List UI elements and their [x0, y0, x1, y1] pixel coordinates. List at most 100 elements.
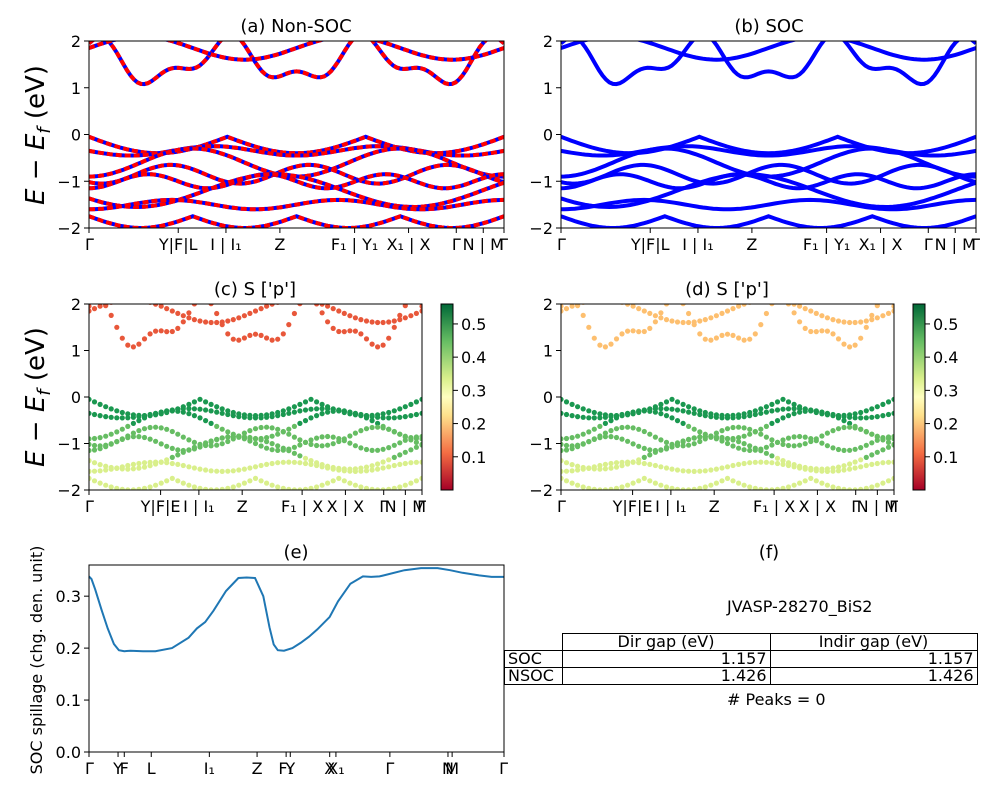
band-point [358, 428, 364, 434]
band-point [258, 415, 264, 421]
band-point [758, 426, 764, 432]
band-point [186, 464, 192, 470]
header-dir-gap: Dir gap (eV) [561, 633, 771, 651]
band-point [158, 480, 164, 486]
band-point [747, 431, 753, 437]
band-point [325, 433, 331, 440]
band-point [730, 332, 736, 338]
band-point [763, 409, 770, 415]
material-id: JVASP-28270_BiS2 [727, 597, 873, 616]
band-point [775, 297, 780, 302]
band-point [702, 468, 708, 474]
band-point [724, 475, 731, 481]
band-point [608, 486, 614, 490]
band-point [880, 413, 886, 419]
xtick-label: Y|F|L [630, 235, 670, 254]
band-point [891, 475, 894, 481]
band-point [419, 433, 422, 440]
band-point [647, 478, 653, 484]
band-point [819, 313, 825, 319]
panel-b-bands [561, 41, 976, 228]
band-point [136, 460, 142, 467]
band-point [358, 413, 364, 419]
band-point [397, 461, 403, 467]
band-point [308, 396, 314, 402]
band-point [347, 433, 353, 439]
band-point [319, 434, 325, 440]
colorbar-tick-label: 0.5 [461, 315, 486, 334]
band-point [819, 409, 825, 415]
band-point [561, 468, 564, 474]
band-point [214, 409, 220, 415]
band-point [835, 468, 842, 474]
band-point [769, 420, 775, 426]
band-point [363, 426, 370, 432]
band-point [802, 408, 808, 414]
band-point [397, 312, 403, 318]
band-point [158, 425, 164, 431]
band-point [780, 296, 785, 301]
band-point [413, 434, 419, 440]
band-point [297, 304, 303, 307]
band-point [413, 478, 419, 484]
band-point [347, 328, 353, 334]
xtick-label: X₁ | X [387, 235, 431, 254]
band-point [302, 460, 309, 467]
band-point [147, 424, 153, 431]
band-point [119, 426, 125, 432]
band-point [785, 304, 792, 307]
band-point [885, 411, 892, 418]
band-point [386, 426, 392, 432]
band-point [691, 410, 697, 416]
band-point [591, 415, 597, 421]
band-point [397, 431, 403, 437]
band-point [314, 435, 320, 441]
band-point [630, 425, 636, 431]
band-point [824, 468, 831, 474]
band-point [797, 442, 803, 448]
band-point [386, 445, 392, 451]
band-line [89, 214, 504, 228]
band-line [89, 197, 504, 212]
band-point [208, 438, 214, 444]
band-point [269, 304, 275, 307]
xtick-label: Z [709, 497, 720, 516]
band-point [203, 407, 209, 413]
band-point [297, 453, 303, 459]
band-point [769, 401, 775, 407]
band-point [780, 298, 785, 303]
band-point [314, 442, 320, 449]
band-point [264, 461, 270, 467]
band-point [108, 312, 114, 318]
band-point [613, 464, 620, 470]
band-point [758, 410, 764, 416]
band-point [258, 332, 264, 338]
band-point [697, 438, 703, 445]
colorbar-tick-label: 0.4 [933, 348, 958, 367]
band-point [563, 399, 570, 405]
band-point [352, 468, 358, 474]
ytick-label: −1 [57, 172, 81, 191]
band-point [741, 433, 747, 439]
band-point [314, 406, 320, 412]
band-point [658, 482, 664, 488]
band-point [269, 460, 275, 467]
band-point [791, 482, 797, 488]
colorbar-tick-label: 0.2 [933, 415, 958, 434]
band-point [419, 304, 422, 309]
band-point [697, 331, 703, 337]
band-point [863, 454, 869, 460]
band-point [419, 442, 422, 448]
xtick-label: Γ [924, 235, 933, 254]
band-point [752, 459, 758, 465]
panel-d-colorbar [912, 303, 926, 491]
band-point [847, 344, 853, 350]
band-point [713, 335, 720, 341]
band-point [586, 415, 592, 421]
band-point [561, 458, 564, 464]
band-point [280, 445, 286, 451]
band-point [774, 439, 781, 445]
ytick-label: 2 [543, 32, 553, 51]
band-point [169, 408, 175, 414]
xtick-label: Γ [385, 759, 394, 778]
